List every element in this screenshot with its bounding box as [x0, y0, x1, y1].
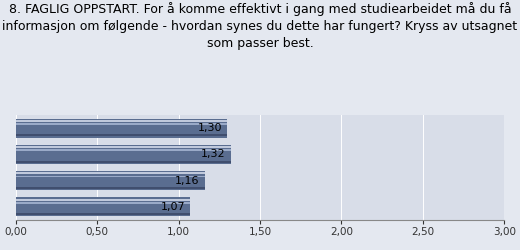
- Bar: [16, 149, 231, 151]
- Bar: [16, 119, 227, 138]
- Bar: [16, 187, 204, 189]
- Bar: [16, 176, 204, 178]
- Bar: [16, 213, 190, 215]
- Text: 1,30: 1,30: [198, 123, 223, 133]
- Text: 8. FAGLIG OPPSTART. For å komme effektivt i gang med studiearbeidet må du få
inf: 8. FAGLIG OPPSTART. For å komme effektiv…: [3, 2, 517, 50]
- Bar: [16, 202, 190, 204]
- Bar: [16, 146, 231, 148]
- Bar: [16, 160, 231, 162]
- Bar: [16, 120, 227, 122]
- Bar: [16, 172, 204, 174]
- Bar: [16, 123, 227, 125]
- Text: 1,16: 1,16: [175, 176, 200, 186]
- Bar: [16, 145, 231, 164]
- Bar: [16, 199, 190, 201]
- Bar: [16, 134, 227, 136]
- Bar: [16, 171, 204, 190]
- Text: 1,07: 1,07: [161, 202, 185, 212]
- Text: 1,32: 1,32: [201, 149, 226, 160]
- Bar: [16, 198, 190, 216]
